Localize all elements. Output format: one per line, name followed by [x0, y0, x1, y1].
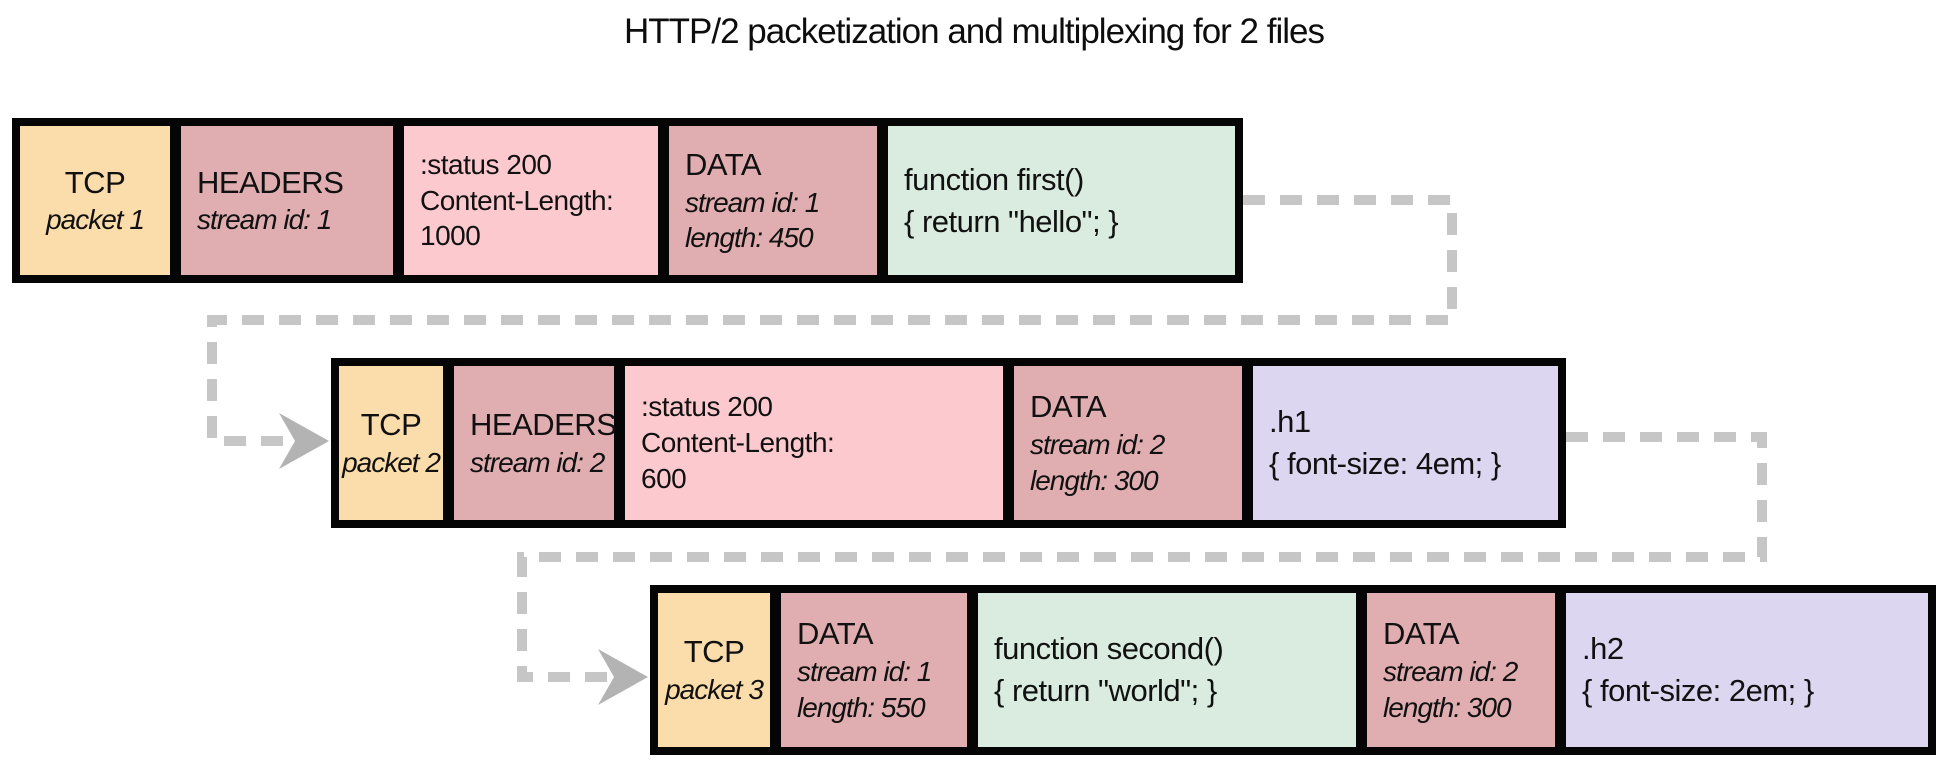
frame-tcp-segment: TCP packet 2 [339, 366, 443, 520]
frame-headers: HEADERS stream id: 1 [181, 126, 393, 275]
tcp-label: TCP [360, 407, 422, 443]
data-payload-js: function first() { return "hello"; } [888, 126, 1235, 275]
code-line: { font-size: 4em; } [1269, 446, 1501, 481]
diagram-title: HTTP/2 packetization and multiplexing fo… [624, 12, 1325, 51]
tcp-packet-1-row: TCP packet 1 HEADERS stream id: 1 :statu… [12, 118, 1243, 283]
packet-number: packet 1 [46, 204, 145, 236]
frame-data: DATA stream id: 2 length: 300 [1014, 366, 1242, 520]
frame-headers: HEADERS stream id: 2 [454, 366, 617, 520]
tcp-label: TCP [64, 164, 126, 200]
tcp-packet-2-row: TCP packet 2 HEADERS stream id: 2 :statu… [331, 358, 1566, 528]
frame-data: DATA stream id: 2 length: 300 [1367, 593, 1555, 747]
packet-number: packet 2 [342, 446, 441, 478]
stream-id-label: stream id: 2 [1030, 429, 1165, 460]
frame-type-label: DATA [685, 146, 762, 182]
data-payload-css: .h2 { font-size: 2em; } [1566, 593, 1928, 747]
code-line: .h2 [1582, 631, 1624, 667]
tcp-packet-3-row: TCP packet 3 DATA stream id: 1 length: 5… [650, 585, 1936, 755]
code-line: { font-size: 2em; } [1582, 673, 1814, 708]
stream-id-label: stream id: 2 [1383, 656, 1518, 687]
code-line: function second() [994, 631, 1224, 667]
status-line: :status 200 [641, 391, 773, 423]
connector-packet2-to-packet3 [517, 432, 1767, 705]
stream-id-label: stream id: 1 [797, 656, 932, 687]
frame-tcp-segment: TCP packet 3 [658, 593, 770, 747]
length-label: length: 300 [1030, 464, 1159, 496]
arrow-right-icon [279, 413, 329, 469]
frame-type-label: DATA [1383, 616, 1460, 652]
length-label: length: 300 [1383, 691, 1512, 723]
frame-type-label: DATA [1030, 389, 1107, 425]
code-line: { return "world"; } [994, 673, 1217, 708]
headers-payload: :status 200 Content-Length: 600 [625, 366, 1003, 520]
content-length-line: Content-Length: [641, 427, 835, 459]
frame-type-label: HEADERS [470, 407, 617, 443]
code-line: .h1 [1269, 404, 1311, 440]
tcp-label: TCP [683, 634, 745, 670]
code-line: function first() [904, 161, 1084, 197]
data-payload-js: function second() { return "world"; } [978, 593, 1356, 747]
length-label: length: 550 [797, 691, 926, 723]
content-length-value: 600 [641, 462, 687, 494]
content-length-line: Content-Length: [420, 184, 614, 216]
frame-type-label: HEADERS [197, 164, 344, 200]
stream-id-label: stream id: 2 [470, 446, 605, 478]
content-length-value: 1000 [420, 220, 481, 252]
stream-id-label: stream id: 1 [197, 204, 332, 236]
frame-type-label: DATA [797, 616, 874, 652]
frame-tcp-segment: TCP packet 1 [20, 126, 170, 275]
arrow-right-icon [598, 649, 648, 705]
length-label: length: 450 [685, 222, 814, 254]
headers-payload: :status 200 Content-Length: 1000 [404, 126, 658, 275]
status-line: :status 200 [420, 148, 552, 180]
stream-id-label: stream id: 1 [685, 186, 820, 218]
frame-data: DATA stream id: 1 length: 450 [669, 126, 877, 275]
data-payload-css: .h1 { font-size: 4em; } [1253, 366, 1558, 520]
packet-number: packet 3 [665, 673, 764, 705]
connector-packet1-to-packet2 [207, 195, 1457, 469]
code-line: { return "hello"; } [904, 203, 1119, 239]
frame-data: DATA stream id: 1 length: 550 [781, 593, 967, 747]
